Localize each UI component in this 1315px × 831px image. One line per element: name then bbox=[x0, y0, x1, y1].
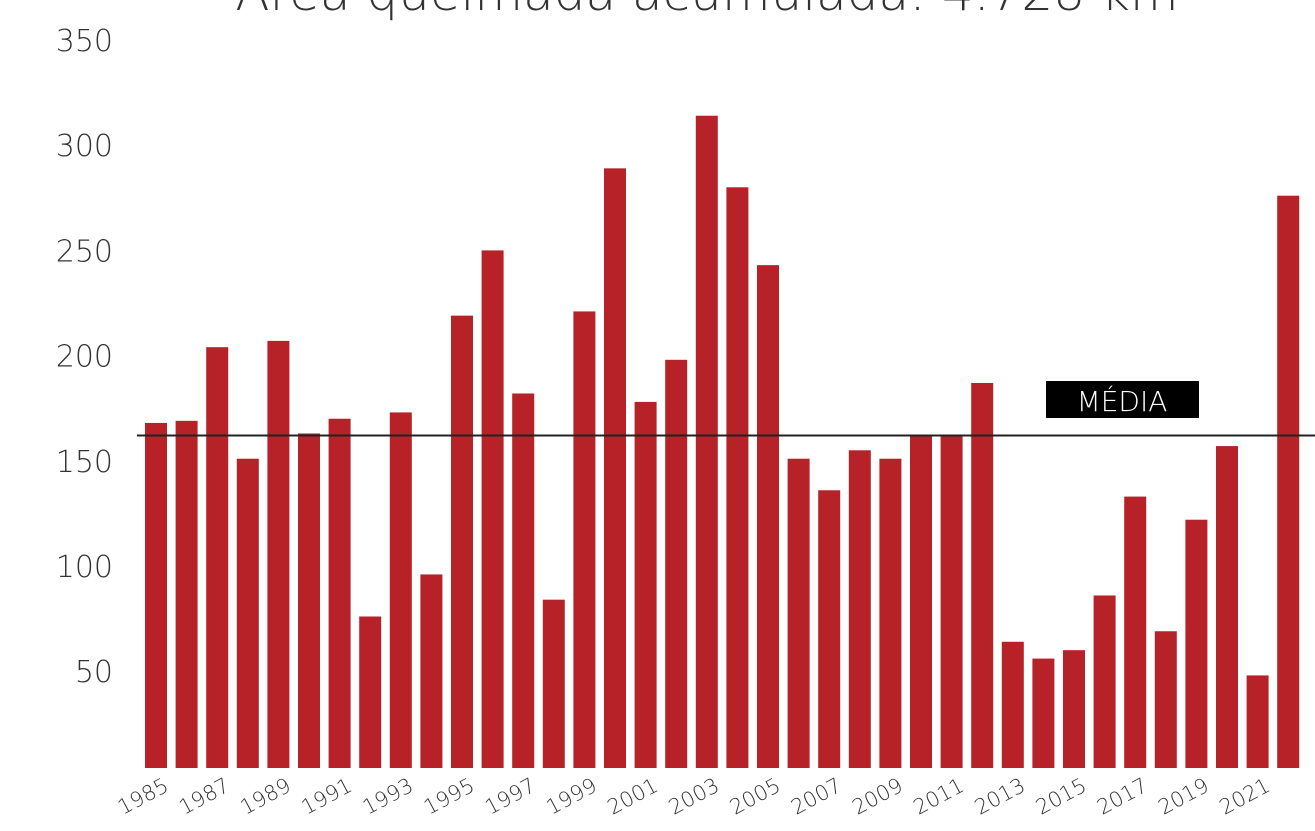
x-tick-label: 2003 bbox=[665, 773, 723, 819]
x-tick-label: 2019 bbox=[1154, 773, 1212, 819]
bar bbox=[267, 340, 290, 768]
bar bbox=[940, 435, 963, 768]
bar bbox=[1124, 496, 1147, 768]
bar bbox=[971, 382, 994, 768]
bar bbox=[757, 265, 779, 768]
bar bbox=[1063, 650, 1085, 768]
x-tick-label: 2015 bbox=[1032, 773, 1090, 819]
y-tick-label: 200 bbox=[56, 340, 113, 375]
bar bbox=[145, 422, 167, 768]
y-tick-label: 150 bbox=[56, 445, 113, 480]
bar bbox=[1185, 519, 1208, 768]
bar bbox=[573, 311, 596, 768]
x-tick-label: 2009 bbox=[848, 773, 906, 819]
y-tick-label: 250 bbox=[56, 234, 113, 269]
bar bbox=[665, 359, 688, 768]
bar bbox=[481, 250, 504, 769]
mean-label: MÉDIA bbox=[1077, 384, 1168, 418]
mean-label-box bbox=[1046, 381, 1199, 418]
y-tick-label: 350 bbox=[56, 24, 113, 59]
bar bbox=[542, 599, 565, 768]
bar bbox=[236, 458, 259, 768]
bar bbox=[512, 393, 535, 768]
bar bbox=[848, 450, 871, 768]
bar bbox=[604, 168, 626, 769]
bar bbox=[695, 115, 718, 768]
bar bbox=[879, 458, 902, 768]
bar bbox=[818, 490, 841, 768]
x-tick-label: 1997 bbox=[481, 773, 539, 819]
bar bbox=[359, 616, 382, 768]
bar bbox=[1093, 595, 1116, 768]
x-tick-label: 2013 bbox=[971, 773, 1029, 819]
bar bbox=[206, 347, 229, 768]
bar bbox=[634, 401, 657, 768]
x-tick-label: 1989 bbox=[236, 773, 294, 819]
bar bbox=[1216, 446, 1238, 768]
x-tick-label: 1987 bbox=[175, 773, 233, 819]
x-tick-label: 1993 bbox=[359, 773, 417, 819]
x-tick-label: 2011 bbox=[909, 773, 967, 819]
x-tick-label: 2021 bbox=[1215, 773, 1273, 819]
bar bbox=[298, 433, 320, 768]
bar bbox=[420, 574, 443, 768]
bar bbox=[1154, 631, 1177, 768]
bar bbox=[451, 315, 473, 768]
bar bbox=[175, 420, 198, 768]
x-tick-label: 2007 bbox=[787, 773, 845, 819]
bar bbox=[1277, 195, 1300, 769]
chart-title: Área queimada acumulada: 4.728 km bbox=[235, 0, 1178, 22]
bar bbox=[1246, 675, 1269, 768]
x-tick-label: 2005 bbox=[726, 773, 784, 819]
bar bbox=[1032, 658, 1055, 768]
x-tick-label: 1985 bbox=[114, 773, 172, 819]
x-tick-label: 1991 bbox=[297, 773, 355, 819]
x-tick-label: 2017 bbox=[1093, 773, 1151, 819]
bar bbox=[389, 412, 412, 768]
x-tick-label: 2001 bbox=[603, 773, 661, 819]
bar bbox=[910, 435, 932, 768]
x-tick-label: 1995 bbox=[420, 773, 478, 819]
y-tick-label: 100 bbox=[56, 550, 113, 585]
bar bbox=[328, 418, 351, 768]
bar bbox=[787, 458, 810, 768]
y-tick-label: 300 bbox=[56, 129, 113, 164]
bar bbox=[1001, 641, 1024, 768]
bar bbox=[726, 187, 749, 769]
x-tick-label: 1999 bbox=[542, 773, 600, 819]
y-tick-label: 50 bbox=[75, 655, 113, 690]
